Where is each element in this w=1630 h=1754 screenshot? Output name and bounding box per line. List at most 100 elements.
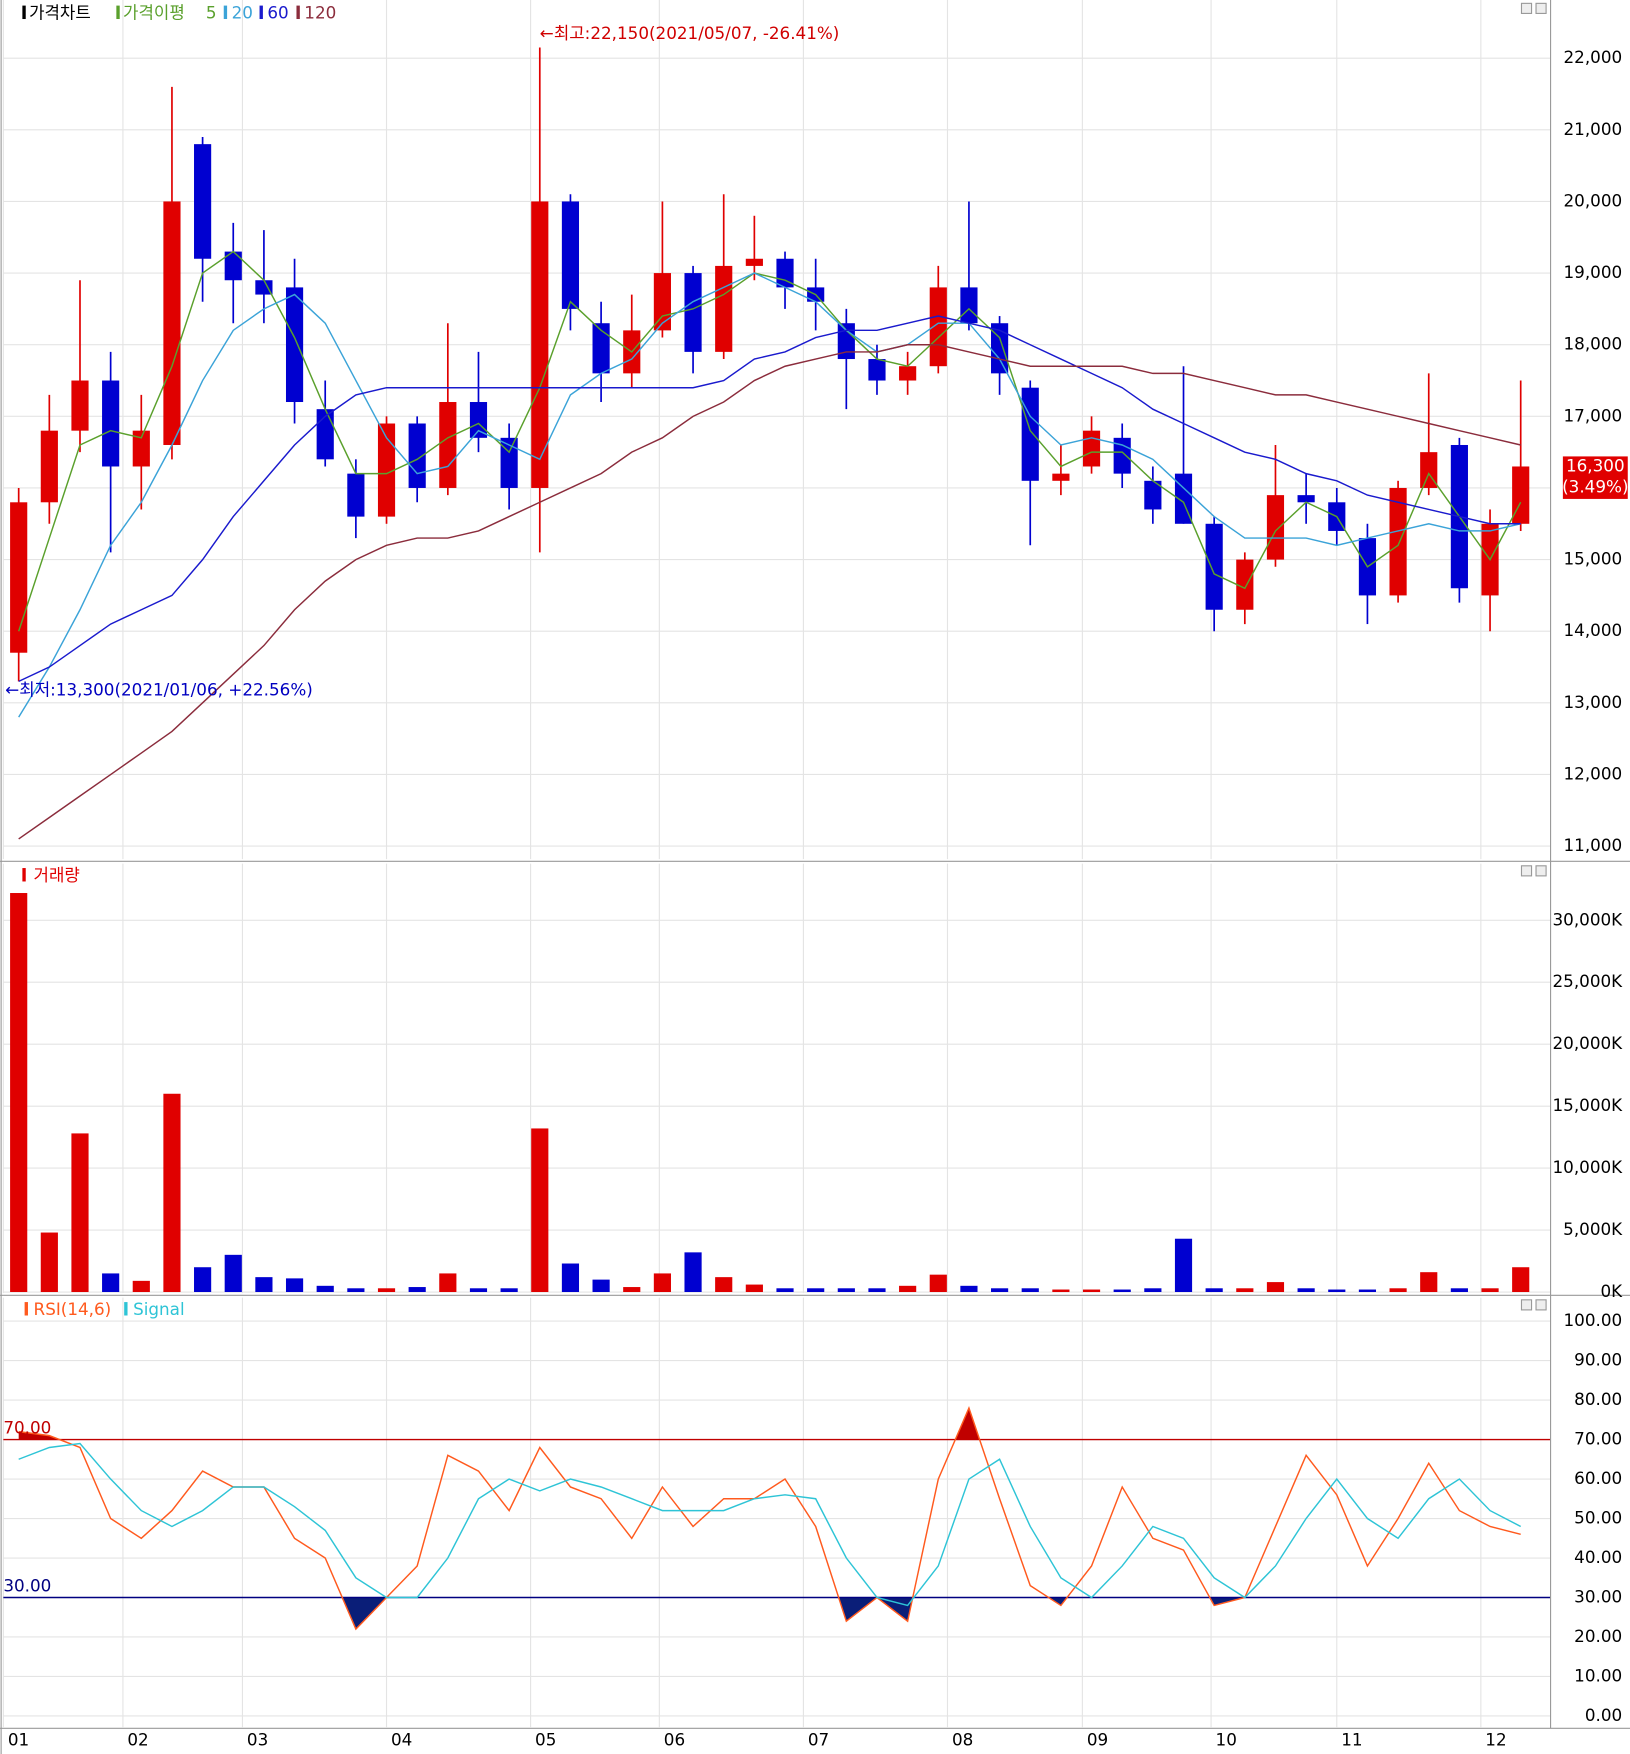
candle-body — [899, 366, 917, 381]
panel-buttons[interactable] — [1520, 2, 1547, 1311]
volume-bar — [1082, 1289, 1101, 1293]
volume-bar — [224, 1254, 242, 1293]
x-tick-label: 12 — [1485, 1730, 1506, 1750]
volume-bar — [439, 1273, 457, 1293]
moving-average — [18, 344, 1521, 840]
close-button[interactable] — [1535, 2, 1547, 14]
volume-bar — [776, 1288, 794, 1293]
moving-average — [18, 272, 1521, 718]
volume-bar — [653, 1273, 671, 1293]
legend-marker — [116, 5, 120, 20]
volume-bar — [1481, 1288, 1499, 1293]
volume-bar — [745, 1284, 763, 1293]
y-tick-label: 0K — [1600, 1281, 1623, 1301]
legend-label: Signal — [133, 1299, 185, 1319]
legend-marker — [259, 5, 263, 20]
x-tick-label: 06 — [664, 1730, 685, 1750]
volume-bar — [1389, 1288, 1407, 1293]
volume-bar — [837, 1288, 855, 1293]
y-tick-label: 30.00 — [1574, 1587, 1622, 1607]
candle-body — [1512, 466, 1530, 524]
volume-bar — [500, 1288, 518, 1293]
close-button[interactable] — [1535, 865, 1547, 877]
minimize-button[interactable] — [1520, 1299, 1533, 1311]
last-change-label: (3.49%) — [1562, 477, 1628, 497]
volume-bar — [71, 1133, 89, 1293]
legend-label: RSI(14,6) — [34, 1299, 112, 1319]
y-tick-label: 80.00 — [1574, 1389, 1622, 1409]
volume-bar — [132, 1280, 150, 1293]
volume-bar — [1358, 1289, 1377, 1293]
y-tick-label: 10,000K — [1552, 1157, 1623, 1177]
volume-bar — [991, 1288, 1009, 1293]
candle-body — [347, 473, 365, 517]
candle-body — [960, 287, 978, 324]
reference-label: 30.00 — [3, 1575, 51, 1595]
minimize-button[interactable] — [1520, 865, 1533, 877]
y-tick-label: 20.00 — [1574, 1626, 1622, 1646]
y-tick-label: 90.00 — [1574, 1350, 1622, 1370]
y-tick-label: 60.00 — [1574, 1468, 1622, 1488]
candle-body — [715, 265, 733, 352]
y-tick-label: 19,000 — [1563, 262, 1622, 282]
volume-bar — [807, 1288, 825, 1293]
volume-bar — [1328, 1289, 1346, 1293]
candle-body — [653, 273, 671, 331]
y-tick-label: 50.00 — [1574, 1508, 1622, 1528]
candle-body — [1205, 523, 1223, 610]
close-button[interactable] — [1535, 1299, 1547, 1311]
volume-bar — [1174, 1238, 1193, 1293]
minimize-button[interactable] — [1520, 2, 1533, 14]
legend-label: 가격이평 — [123, 2, 185, 22]
volume-title: 거래량 — [34, 865, 80, 885]
volume-bar — [1113, 1289, 1131, 1293]
candle-body — [684, 273, 702, 352]
candle-body — [10, 502, 28, 653]
volume-bar — [469, 1288, 488, 1293]
candle-body — [745, 258, 763, 266]
candle-body — [1266, 495, 1285, 560]
volume-bar — [623, 1287, 641, 1293]
volume-bar — [960, 1285, 978, 1293]
legend-marker — [296, 5, 300, 20]
x-tick-label: 05 — [535, 1730, 556, 1750]
mark-layer — [3, 47, 1551, 1631]
volume-bar — [347, 1288, 365, 1293]
y-tick-label: 21,000 — [1563, 119, 1622, 139]
candle-body — [1389, 487, 1407, 596]
volume-bar — [1052, 1289, 1070, 1293]
y-tick-label: 17,000 — [1563, 405, 1622, 425]
candle-body — [868, 359, 886, 381]
y-tick-label: 100.00 — [1563, 1310, 1622, 1330]
candle-body — [531, 201, 549, 488]
candle-body — [377, 423, 396, 517]
x-tick-label: 08 — [952, 1730, 973, 1750]
volume-bar — [929, 1274, 947, 1293]
candle-body — [561, 201, 580, 309]
volume-bar — [255, 1277, 273, 1293]
y-tick-label: 13,000 — [1563, 692, 1622, 712]
volume-bar — [715, 1277, 733, 1293]
volume-bar — [531, 1128, 549, 1293]
legend-marker — [22, 868, 26, 882]
y-tick-label: 40.00 — [1574, 1547, 1622, 1567]
volume-bar — [1266, 1282, 1285, 1293]
volume-bar — [592, 1279, 610, 1293]
candle-body — [776, 258, 794, 288]
rsi-line — [18, 1442, 1522, 1607]
y-tick-label: 70.00 — [1574, 1429, 1622, 1449]
legend-marker — [124, 1302, 128, 1316]
y-tick-label: 15,000K — [1552, 1095, 1623, 1115]
y-tick-label: 0.00 — [1585, 1705, 1622, 1725]
moving-average — [17, 250, 1522, 632]
x-tick-label: 09 — [1087, 1730, 1108, 1750]
candle-body — [469, 402, 488, 438]
candle-body — [592, 323, 610, 374]
volume-bar — [1297, 1288, 1315, 1293]
y-tick-label: 20,000K — [1552, 1033, 1623, 1053]
volume-bar — [10, 893, 28, 1293]
volume-bar — [285, 1278, 304, 1293]
volume-bar — [684, 1252, 702, 1293]
x-tick-label: 07 — [808, 1730, 829, 1750]
